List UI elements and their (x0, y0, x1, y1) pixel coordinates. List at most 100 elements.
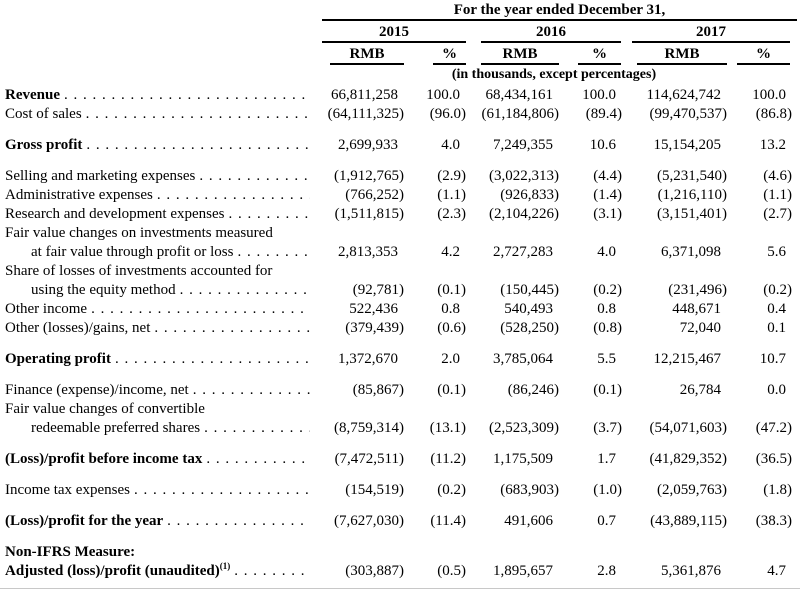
value-2015-pct: 2.0 (398, 350, 460, 369)
cell-value: (0.6) (437, 320, 466, 336)
cell-value: (7,472,511) (334, 451, 404, 467)
cell-value: 522,436 (349, 301, 398, 317)
row-label-line: Operating profit. . . . . . . . . . . . … (5, 350, 322, 369)
year-header-2015: 2015 (322, 24, 466, 43)
value-2017-rmb: 114,624,742 (616, 86, 721, 105)
cell-value: (0.2) (593, 282, 622, 298)
value-2015-rmb: (64,111,325) (322, 105, 404, 124)
row-label-line: Non-IFRS Measure: (5, 543, 322, 562)
table-row: Share of losses of investments accounted… (0, 262, 800, 300)
value-2016-pct: (3.1) (553, 205, 622, 224)
row-label-line: Adjusted (loss)/profit (unaudited)(1). .… (5, 562, 322, 581)
row-label: Other income. . . . . . . . . . . . . . … (0, 300, 322, 319)
year-header-row: 2015 2016 2017 (0, 21, 800, 43)
row-label-line: redeemable preferred shares. . . . . . .… (5, 419, 322, 438)
value-2017-rmb: 72,040 (616, 319, 721, 338)
cell-value: 448,671 (672, 301, 721, 317)
value-2016-rmb: (150,445) (460, 281, 559, 300)
cell-value: (4.4) (593, 168, 622, 184)
value-2016-pct: 100.0 (553, 86, 616, 105)
cell-value: (5,231,540) (657, 168, 727, 184)
cell-value: 4.0 (441, 137, 460, 153)
cell-value: (3,022,313) (489, 168, 559, 184)
cell-value: (2,104,226) (489, 206, 559, 222)
value-2015-rmb: (303,887) (322, 562, 404, 581)
value-2015-pct: 0.8 (398, 300, 460, 319)
cell-value: (3.1) (593, 206, 622, 222)
row-label: Cost of sales. . . . . . . . . . . . . .… (0, 105, 322, 124)
table-body: Revenue. . . . . . . . . . . . . . . . .… (0, 86, 800, 581)
cell-value: (1,511,815) (334, 206, 404, 222)
value-2017-rmb: 15,154,205 (616, 136, 722, 155)
value-2016-pct: 4.0 (553, 243, 616, 262)
cell-value: (2,523,309) (489, 420, 559, 436)
dot-leader: . . . . . . . . . . . . . . . . . . . . … (199, 168, 310, 184)
units-note: (in thousands, except percentages) (451, 67, 657, 82)
value-2015-rmb: 66,811,258 (322, 86, 398, 105)
value-2015-pct: (0.2) (398, 481, 466, 500)
cell-value: (766,252) (345, 187, 404, 203)
cell-value: 72,040 (679, 320, 721, 336)
value-2015-pct: 4.2 (398, 243, 460, 262)
value-2015-rmb: (154,519) (322, 481, 404, 500)
value-2015-rmb: 2,813,353 (322, 243, 398, 262)
value-2016-rmb: (86,246) (460, 381, 559, 400)
row-label-line: Revenue. . . . . . . . . . . . . . . . .… (5, 86, 322, 105)
value-2017-rmb: 6,371,098 (616, 243, 721, 262)
cell-value: (303,887) (345, 563, 404, 579)
value-2016-rmb: (2,104,226) (460, 205, 559, 224)
row-label-text: Research and development expenses (5, 206, 225, 222)
cell-value: (0.2) (763, 282, 792, 298)
value-2015-pct: (0.5) (398, 562, 466, 581)
cell-value: 26,784 (679, 382, 721, 398)
cell-value: (47.2) (755, 420, 792, 436)
value-2017-pct: 5.6 (721, 243, 786, 262)
cell-value: 10.6 (589, 137, 616, 153)
value-2017-rmb: (99,470,537) (616, 105, 728, 124)
cell-value: 5,361,876 (661, 563, 721, 579)
cell-value: (96.0) (429, 106, 466, 122)
value-2017-rmb: (3,151,401) (616, 205, 727, 224)
table-row: Non-IFRS Measure: (0, 543, 800, 562)
value-2017-rmb: (41,829,352) (616, 450, 728, 469)
cell-value: (13.1) (429, 420, 466, 436)
value-2016-pct: (1.0) (553, 481, 622, 500)
cell-value: (7,627,030) (334, 513, 404, 529)
dot-leader: . . . . . . . . . . . . . . . . . . . . … (192, 382, 310, 398)
value-2015-rmb: (8,759,314) (322, 419, 404, 438)
value-2017-pct: (1.8) (721, 481, 792, 500)
cell-value: (41,829,352) (649, 451, 728, 467)
value-2015-rmb: (7,472,511) (322, 450, 404, 469)
row-label-text: Administrative expenses (5, 187, 153, 203)
row-label-text: (Loss)/profit for the year (5, 513, 164, 529)
dot-leader: . . . . . . . . . . . . . . . . . . . . … (154, 320, 310, 336)
row-label-text: Adjusted (loss)/profit (unaudited)(1) (5, 561, 231, 580)
cell-value: (0.2) (437, 482, 466, 498)
table-row: Other (losses)/gains, net. . . . . . . .… (0, 319, 800, 338)
table-row: Administrative expenses. . . . . . . . .… (0, 186, 800, 205)
cell-value: 2,813,353 (338, 244, 398, 260)
value-2016-pct: (89.4) (553, 105, 622, 124)
cell-value: (2,059,763) (657, 482, 727, 498)
table-bottom-rule (0, 588, 800, 589)
cell-value: (683,903) (500, 482, 559, 498)
table-row: Income tax expenses. . . . . . . . . . .… (0, 481, 800, 500)
column-header-row: RMB % RMB % RMB % (0, 43, 800, 65)
row-label: (Loss)/profit before income tax. . . . .… (0, 450, 322, 469)
dot-leader: . . . . . . . . . . . . . . . . . . . . … (133, 482, 310, 498)
value-2016-pct: (1.4) (553, 186, 622, 205)
cell-value: (89.4) (585, 106, 622, 122)
row-label: Finance (expense)/income, net. . . . . .… (0, 381, 322, 400)
row-label-line: Income tax expenses. . . . . . . . . . .… (5, 481, 322, 500)
dot-leader: . . . . . . . . . . . . . . . . . . . . … (234, 563, 310, 579)
value-2017-rmb: 448,671 (616, 300, 721, 319)
value-2015-rmb (322, 543, 398, 562)
value-2015-rmb: (7,627,030) (322, 512, 404, 531)
cell-value: 10.7 (759, 351, 786, 367)
table-row: Fair value changes of convertible redeema… (0, 400, 800, 438)
row-label: Revenue. . . . . . . . . . . . . . . . .… (0, 86, 322, 105)
value-2016-pct: 10.6 (553, 136, 616, 155)
value-2017-pct: 13.2 (721, 136, 786, 155)
cell-value: (86.8) (755, 106, 792, 122)
